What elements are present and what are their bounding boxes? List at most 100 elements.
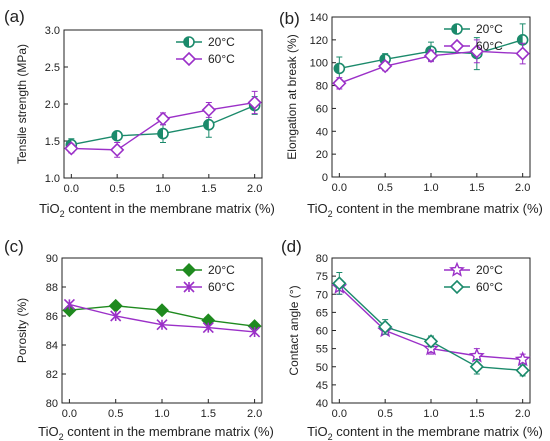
data-point [247, 95, 262, 110]
data-point [155, 111, 171, 126]
y-axis-label: Tensile strength (MPa) [15, 44, 29, 164]
legend-marker-fill [184, 37, 189, 47]
x-tick-label: 0.5 [110, 183, 125, 195]
legend-marker-fill [452, 24, 457, 34]
x-tick-label: 1.0 [423, 408, 438, 420]
legend-label: 60°C [208, 52, 235, 66]
y-tick-label: 120 [310, 35, 328, 47]
y-tick-label: 2.5 [45, 62, 60, 74]
data-point [332, 76, 347, 91]
y-tick-label: 86 [46, 311, 58, 323]
y-axis-label: Contact angle (°) [287, 285, 301, 375]
data-point-fill [334, 63, 340, 74]
x-tick-label: 1.5 [201, 408, 216, 420]
y-tick-label: 20 [316, 149, 328, 161]
y-tick-label: 82 [46, 369, 58, 381]
data-point-fill [517, 34, 523, 45]
y-tick-label: 50 [316, 362, 328, 374]
data-point-fill [158, 128, 163, 139]
x-tick-label: 0.0 [62, 408, 77, 420]
y-tick-label: 88 [46, 282, 58, 294]
series-1 [332, 272, 530, 378]
x-tick-label: 0.0 [332, 408, 347, 420]
y-tick-label: 90 [46, 253, 58, 265]
series-1 [332, 39, 530, 91]
y-axis-label: Elongation at break (%) [285, 34, 299, 159]
legend-label: 20°C [208, 263, 235, 277]
y-tick-label: 45 [316, 380, 328, 392]
data-point [378, 59, 393, 74]
x-tick-label: 1.0 [423, 182, 438, 194]
data-point-fill [203, 119, 209, 130]
y-tick-label: 60 [316, 103, 328, 115]
data-point-fill [112, 130, 118, 141]
x-tick-label: 2.0 [515, 408, 530, 420]
panel-2: (c) 0.0 0.5 1.0 1.5 2.0 80 82 84 86 88 90 TiO2 conte… [4, 237, 274, 441]
data-point [423, 48, 439, 63]
panel-label: (a) [4, 7, 25, 26]
data-point [469, 359, 484, 374]
x-tick-label: 1.0 [155, 183, 170, 195]
legend-label: 20°C [476, 22, 503, 36]
y-tick-label: 3.0 [45, 25, 60, 37]
x-tick-label: 1.0 [154, 408, 169, 420]
x-axis-label: TiO2 content in the membrane matrix (%) [38, 424, 274, 441]
legend: 20°C 60°C [176, 263, 235, 294]
y-axis-label: Porosity (%) [15, 298, 29, 363]
x-tick-label: 0.5 [108, 408, 123, 420]
x-tick-label: 0.0 [332, 182, 347, 194]
panel-1: (b) 0.0 0.5 1.0 1.5 2.0 0 20 40 60 80 100 120 140 TiO2… [279, 9, 543, 219]
data-point [155, 303, 169, 318]
y-tick-label: 2.0 [45, 99, 60, 111]
legend: 20°C 60°C [444, 261, 503, 295]
x-tick-label: 2.0 [515, 182, 530, 194]
y-tick-label: 40 [316, 398, 328, 410]
data-point [63, 298, 75, 310]
panel-3: (d) 0.0 0.5 1.0 1.5 2.0 40 45 50 55 60 65 70 75 80 TiO2… [281, 237, 543, 441]
data-point [423, 334, 439, 349]
y-tick-label: 80 [46, 398, 58, 410]
data-point [332, 276, 347, 291]
data-point [202, 322, 214, 334]
panel-0: (a) 0.0 0.5 1.0 1.5 2.0 1.0 1.5 2.0 2.5 3.0 TiO2 co… [4, 7, 275, 219]
legend-marker [449, 261, 465, 277]
y-tick-label: 40 [316, 126, 328, 138]
series-1 [63, 298, 261, 338]
legend-marker [449, 38, 465, 54]
x-tick-label: 0.0 [64, 183, 79, 195]
y-tick-label: 65 [316, 307, 328, 319]
panel-label: (b) [279, 9, 300, 28]
data-point [108, 298, 123, 313]
y-tick-label: 140 [310, 12, 328, 24]
x-axis-label: TiO2 content in the membrane matrix (%) [39, 201, 275, 219]
x-tick-label: 2.0 [247, 183, 262, 195]
data-point [64, 141, 79, 156]
panel-label: (c) [4, 237, 24, 256]
x-axis-label: TiO2 content in the membrane matrix (%) [307, 424, 543, 441]
data-point [469, 44, 484, 59]
y-tick-label: 75 [316, 271, 328, 283]
data-point [249, 326, 261, 338]
x-tick-label: 0.5 [378, 182, 393, 194]
y-tick-label: 100 [310, 58, 328, 70]
y-tick-label: 70 [316, 289, 328, 301]
panel-label: (d) [281, 237, 302, 256]
data-point [378, 319, 393, 335]
x-tick-label: 1.5 [201, 183, 216, 195]
legend-marker [182, 263, 196, 277]
legend-label: 20°C [208, 35, 235, 49]
x-axis-label: TiO2 content in the membrane matrix (%) [307, 201, 543, 219]
legend-label: 20°C [476, 263, 503, 277]
y-tick-label: 0 [322, 172, 328, 184]
series-1 [64, 90, 262, 158]
data-point [515, 46, 530, 61]
data-point [468, 347, 485, 363]
data-point [156, 319, 168, 331]
data-point [110, 310, 122, 322]
legend: 20°C 60°C [444, 22, 503, 54]
y-tick-label: 1.5 [45, 136, 60, 148]
data-point [201, 102, 216, 118]
x-tick-label: 2.0 [247, 408, 262, 420]
y-tick-label: 1.0 [45, 173, 60, 185]
